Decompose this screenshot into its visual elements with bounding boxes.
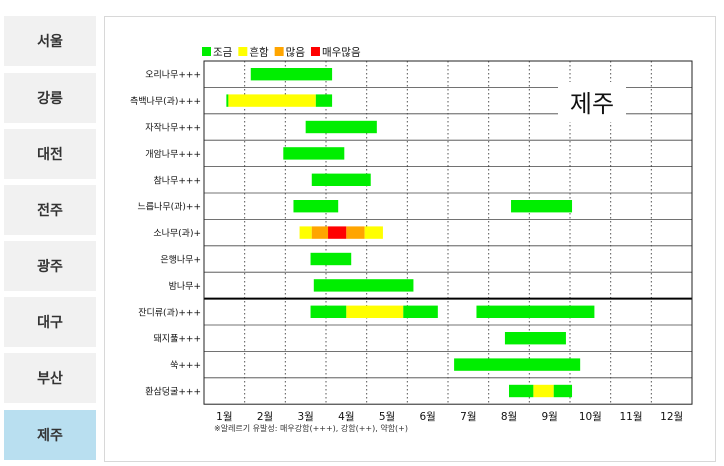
city-button-gwangju[interactable]: 광주 <box>4 241 96 291</box>
city-button-jeonju[interactable]: 전주 <box>4 185 96 235</box>
city-button-busan[interactable]: 부산 <box>4 353 96 403</box>
city-button-seoul[interactable]: 서울 <box>4 16 96 66</box>
pollen-calendar-panel <box>104 16 716 462</box>
city-button-daegu[interactable]: 대구 <box>4 297 96 347</box>
city-button-jeju[interactable]: 제주 <box>4 410 96 460</box>
city-button-daejeon[interactable]: 대전 <box>4 129 96 179</box>
city-button-gangneung[interactable]: 강릉 <box>4 73 96 123</box>
